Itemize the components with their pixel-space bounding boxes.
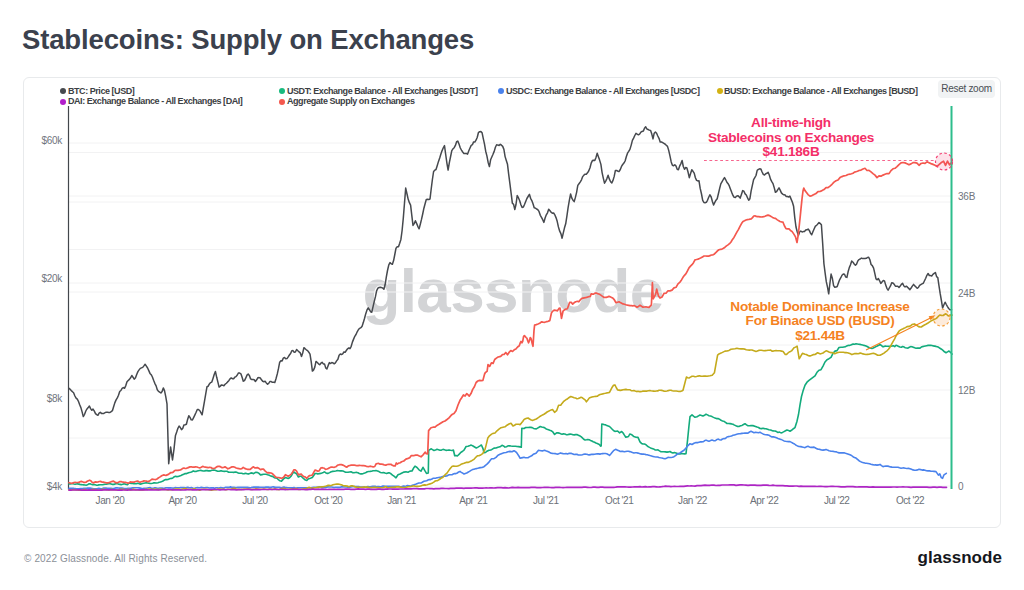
svg-text:glassnode: glassnode [362, 256, 663, 325]
